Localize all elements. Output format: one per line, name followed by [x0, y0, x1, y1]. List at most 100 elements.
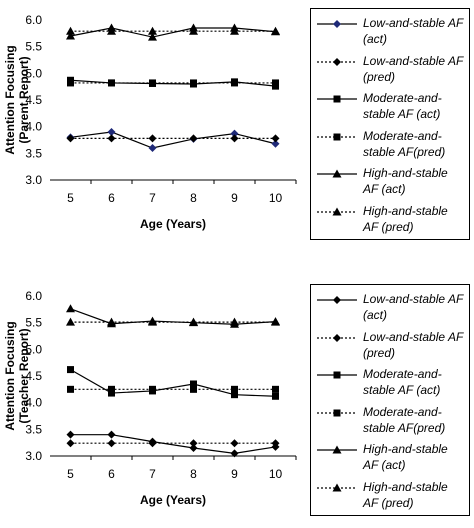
- legend-label-line: AF (pred): [363, 219, 414, 234]
- data-point-diamond: [107, 439, 116, 448]
- data-point-triangle: [107, 317, 116, 326]
- legend-label-line: stable AF (act): [363, 383, 441, 397]
- legend-label-line: Low-and-stable AF: [363, 329, 464, 344]
- data-point-triangle: [271, 317, 280, 326]
- y-axis-title: Attention Focusing: [3, 45, 17, 154]
- series-line: [70, 131, 276, 149]
- x-tick-label: 9: [231, 191, 238, 205]
- data-point-diamond: [271, 134, 280, 143]
- data-point-triangle: [230, 317, 239, 326]
- data-point-triangle: [148, 26, 157, 35]
- data-point-triangle: [148, 32, 157, 41]
- legend-marker-diamond: [333, 333, 341, 342]
- y-tick-label: 5.0: [25, 342, 42, 356]
- legend-label-line: (pred): [363, 345, 396, 360]
- legend-label: Moderate-and-stable AF (act): [363, 90, 469, 122]
- y-tick-label: 4.5: [25, 93, 42, 107]
- legend-label-line: Low-and-stable AF: [363, 16, 464, 30]
- y-axis-title: Attention Focusing: [3, 321, 17, 430]
- legend-item-low-and-stable-af-act: Low-and-stable AF (act): [311, 291, 471, 327]
- y-tick-label: 3.0: [25, 449, 42, 463]
- legend-label-line: High-and-stable: [363, 203, 448, 218]
- parent-report-chart: 3.0 3.5 4.0 4.5 5.0 5.5 6.0 5 6 7 8 9 10 Age (Years) A…: [3, 13, 297, 231]
- data-point-diamond: [66, 134, 75, 143]
- data-point-diamond: [107, 430, 116, 439]
- teacher-report-chart: 3.0 3.5 4.0 4.5 5.0 5.5 6.0 5 6 7 8 9 10 Age (Years) A…: [3, 289, 297, 507]
- data-point-square: [108, 385, 115, 393]
- legend-label-line: stable AF(pred): [363, 420, 446, 435]
- series-line: [70, 27, 276, 38]
- legend-label: Moderate-and-stable AF(pred): [363, 128, 469, 160]
- legend-swatch: [317, 20, 357, 28]
- series-line: [70, 308, 276, 325]
- data-point-triangle: [66, 31, 75, 40]
- x-tick-label: 10: [269, 467, 283, 481]
- data-point-triangle: [107, 26, 116, 35]
- x-axis-title: Age (Years): [140, 217, 206, 231]
- series-low-and-stable-af-act: [66, 128, 280, 152]
- data-point-triangle: [66, 26, 75, 35]
- y-tick-label: 4.0: [25, 396, 42, 410]
- legend-label-line: AF (act): [363, 458, 406, 472]
- series-line: [70, 79, 276, 87]
- legend-item-low-and-stable-af-act: Low-and-stable AF (act): [311, 15, 471, 51]
- legend-label-line: Moderate-and-: [363, 404, 442, 419]
- x-tick-label: 8: [190, 467, 197, 481]
- legend-swatch: [317, 483, 357, 491]
- legend-swatch: [317, 333, 357, 342]
- data-point-square: [272, 79, 279, 87]
- x-tick-label: 10: [269, 191, 283, 205]
- legend-swatch: [317, 95, 357, 103]
- legend-swatch: [317, 409, 357, 416]
- legend-marker-square: [333, 371, 341, 379]
- legend-marker-triangle: [332, 483, 342, 491]
- legend-label-line: Moderate-and-: [363, 367, 442, 381]
- series-moderate-and-stable-af-pred: [67, 385, 279, 393]
- data-point-diamond: [271, 139, 280, 148]
- series-low-and-stable-af-pred: [66, 439, 280, 448]
- x-axis-title: Age (Years): [140, 493, 206, 507]
- legend-marker-triangle: [332, 207, 342, 215]
- y-axis-title-subtitle: (Teacher Report): [17, 328, 31, 423]
- data-point-triangle: [189, 26, 198, 35]
- legend-label: Low-and-stable AF (act): [363, 291, 469, 323]
- legend-item-moderate-and-stable-af-pred: Moderate-and-stable AF(pred): [311, 128, 471, 164]
- data-point-square: [272, 385, 279, 393]
- legend-label: Moderate-and-stable AF(pred): [363, 404, 469, 436]
- data-point-triangle: [66, 317, 75, 326]
- parent-report-chart-panel: 3.0 3.5 4.0 4.5 5.0 5.5 6.0 5 6 7 8 9 10 Age (Years) A…: [0, 4, 474, 252]
- data-point-square: [231, 391, 238, 399]
- x-tick-label: 9: [231, 467, 238, 481]
- legend-label: Moderate-and-stable AF (act): [363, 366, 469, 398]
- x-tick-label: 6: [108, 191, 115, 205]
- x-tick-label: 6: [108, 467, 115, 481]
- data-point-diamond: [189, 134, 198, 143]
- teacher-report-chart-panel: 3.0 3.5 4.0 4.5 5.0 5.5 6.0 5 6 7 8 9 10 Age (Years) A…: [0, 280, 474, 528]
- legend-item-low-and-stable-af-pred: Low-and-stable AF (pred): [311, 329, 471, 365]
- legend-swatch: [317, 133, 357, 140]
- data-point-diamond: [66, 439, 75, 448]
- data-point-diamond: [107, 134, 116, 143]
- data-point-diamond: [230, 439, 239, 448]
- legend-label-line: stable AF (act): [363, 107, 441, 121]
- data-point-square: [231, 79, 238, 87]
- data-point-triangle: [189, 317, 198, 326]
- y-tick-label: 4.5: [25, 369, 42, 383]
- data-point-square: [149, 385, 156, 393]
- data-point-diamond: [148, 439, 157, 448]
- legend-item-moderate-and-stable-af-act: Moderate-and-stable AF (act): [311, 366, 471, 402]
- y-tick-label: 4.0: [25, 120, 42, 134]
- data-point-square: [190, 380, 197, 388]
- series-moderate-and-stable-af-act: [67, 366, 279, 400]
- data-point-diamond: [230, 134, 239, 143]
- series-high-and-stable-af-pred: [66, 317, 280, 326]
- data-point-diamond: [66, 430, 75, 439]
- data-point-square: [108, 389, 115, 397]
- data-point-square: [67, 385, 74, 393]
- data-point-square: [108, 79, 115, 87]
- data-point-triangle: [230, 26, 239, 35]
- data-point-square: [190, 79, 197, 87]
- data-point-triangle: [271, 26, 280, 35]
- legend-label-line: stable AF(pred): [363, 144, 446, 159]
- data-point-diamond: [148, 144, 157, 152]
